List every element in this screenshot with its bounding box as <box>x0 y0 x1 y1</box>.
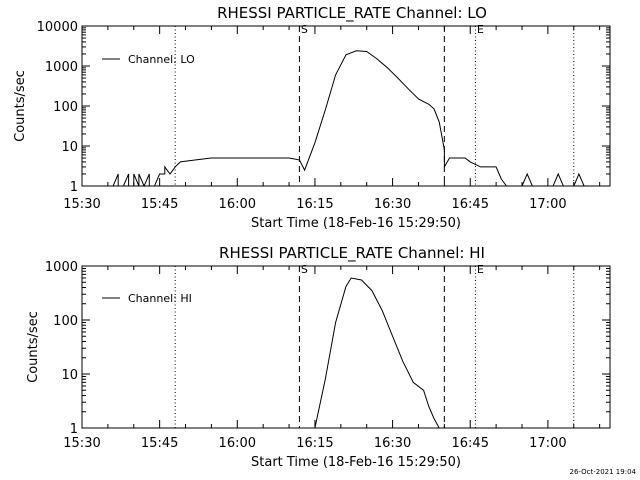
x-tick-label: 15:30 <box>63 197 100 212</box>
x-tick-label: 17:00 <box>529 197 566 212</box>
x-tick-label: 16:00 <box>219 197 256 212</box>
x-tick-label: 16:30 <box>374 436 411 451</box>
y-tick-label: 100 <box>53 314 78 329</box>
x-tick-label: 16:15 <box>296 436 333 451</box>
y-tick-label: 1 <box>70 422 78 437</box>
y-tick-label: 10000 <box>37 20 78 35</box>
y-tick-label: 1 <box>70 180 78 195</box>
y-tick-label: 10 <box>61 140 78 155</box>
marker-label: E <box>477 263 484 276</box>
chart-title: RHESSI PARTICLE_RATE Channel: HI <box>219 244 485 263</box>
y-tick-label: 10 <box>61 368 78 383</box>
marker-label: S <box>301 263 308 276</box>
plot-frame <box>81 265 611 429</box>
y-tick-label: 100 <box>53 100 78 115</box>
x-tick-label: 15:30 <box>63 436 100 451</box>
legend-entry: Channel: LO <box>128 53 195 66</box>
x-axis-label: Start Time (18-Feb-16 15:29:50) <box>251 455 461 470</box>
legend-entry: Channel: HI <box>128 292 192 305</box>
x-tick-label: 16:00 <box>219 436 256 451</box>
x-tick-label: 15:45 <box>141 197 178 212</box>
lo-channel-plot: RHESSI PARTICLE_RATE Channel: LO Counts/s… <box>13 4 611 231</box>
marker-label: S <box>301 23 308 36</box>
x-tick-label: 16:15 <box>296 197 333 212</box>
y-axis-label: Counts/sec <box>26 311 41 383</box>
y-tick-label: 1000 <box>45 260 78 275</box>
plot-frame <box>81 25 611 187</box>
x-axis-label: Start Time (18-Feb-16 15:29:50) <box>251 216 461 231</box>
y-axis-label: Counts/sec <box>13 70 28 142</box>
x-tick-label: 15:45 <box>141 436 178 451</box>
x-tick-label: 16:45 <box>452 436 489 451</box>
hi-channel-plot: RHESSI PARTICLE_RATE Channel: HI Counts/s… <box>26 244 611 470</box>
y-tick-label: 1000 <box>45 60 78 75</box>
x-tick-label: 16:30 <box>374 197 411 212</box>
date-stamp: 26-Oct-2021 19:04 <box>570 468 637 476</box>
x-tick-label: 16:45 <box>452 197 489 212</box>
series-line <box>314 277 440 429</box>
marker-label: E <box>477 23 484 36</box>
x-tick-label: 17:00 <box>529 436 566 451</box>
series-line <box>87 50 610 188</box>
chart-title: RHESSI PARTICLE_RATE Channel: LO <box>217 4 487 23</box>
